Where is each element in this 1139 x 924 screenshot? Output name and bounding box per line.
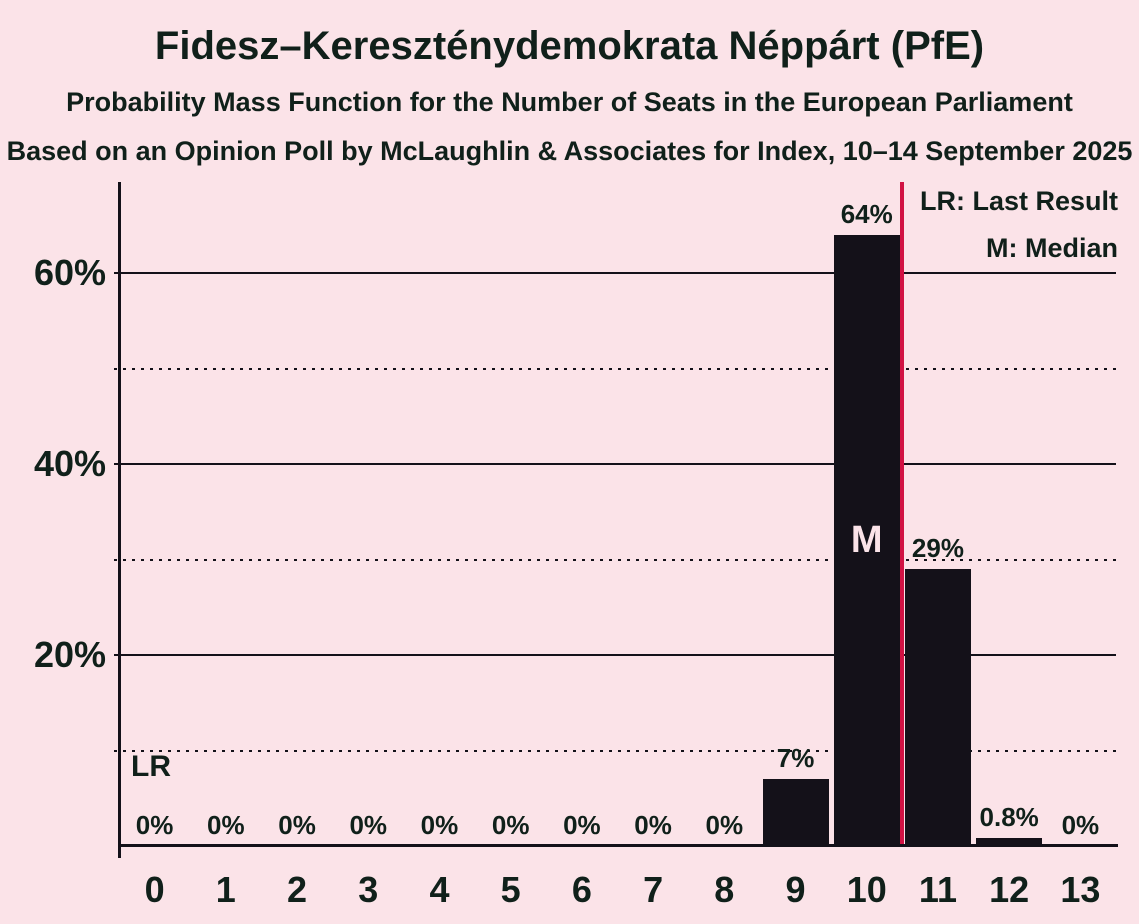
x-tick-label-6: 6 xyxy=(571,869,592,910)
x-tick-label-13: 13 xyxy=(1060,869,1101,910)
bar-value-label-seat-4: 0% xyxy=(420,810,459,840)
bar-value-label-seat-1: 0% xyxy=(207,810,245,840)
bar-value-label-seat-11: 29% xyxy=(911,533,964,564)
bar-value-label-seat-5: 0% xyxy=(491,810,530,840)
last-result-line xyxy=(900,182,905,846)
legend-median: M: Median xyxy=(986,233,1118,263)
x-tick-label-12: 12 xyxy=(989,869,1030,910)
x-tick-label-10: 10 xyxy=(846,869,887,910)
x-axis-line xyxy=(119,844,1118,847)
y-tick-label-60: 60% xyxy=(33,252,106,293)
last-result-annotation: LR xyxy=(131,750,171,783)
x-tick-label-9: 9 xyxy=(785,869,806,910)
y-axis-line xyxy=(118,182,121,858)
bar-seat-9 xyxy=(762,779,829,846)
x-tick-label-1: 1 xyxy=(215,869,236,910)
minor-gridline-50pct xyxy=(114,367,1116,370)
minor-gridline-30pct xyxy=(114,558,1116,561)
bar-value-label-seat-0: 0% xyxy=(135,810,174,840)
gridline-20pct xyxy=(114,654,1116,656)
x-tick-label-2: 2 xyxy=(287,869,308,910)
x-tick-label-8: 8 xyxy=(714,869,735,910)
x-tick-label-3: 3 xyxy=(358,869,379,910)
chart-title: Fidesz–Kereszténydemokrata Néppárt (PfE) xyxy=(154,24,985,68)
bar-value-label-seat-6: 0% xyxy=(563,810,601,840)
minor-gridline-10pct xyxy=(114,749,1116,752)
bar-value-label-seat-10: 64% xyxy=(840,198,893,229)
bar-seat-10 xyxy=(833,234,900,846)
bar-value-label-seat-2: 0% xyxy=(278,810,316,840)
y-tick-label-40: 40% xyxy=(33,443,106,484)
x-tick-label-11: 11 xyxy=(918,869,957,910)
x-tick-label-7: 7 xyxy=(643,869,664,910)
gridline-60pct xyxy=(114,272,1116,274)
bar-seat-12 xyxy=(976,838,1043,846)
bar-seat-11 xyxy=(904,569,971,846)
gridline-40pct xyxy=(114,463,1116,465)
bar-value-label-seat-7: 0% xyxy=(634,810,672,840)
bar-value-label-seat-3: 0% xyxy=(349,810,388,840)
bar-value-label-seat-9: 7% xyxy=(776,743,815,774)
y-tick-label-20: 20% xyxy=(33,634,106,675)
x-tick-label-0: 0 xyxy=(144,869,165,910)
legend-last-result: LR: Last Result xyxy=(919,186,1118,216)
chart-subtitle: Probability Mass Function for the Number… xyxy=(66,87,1073,117)
bar-value-label-seat-8: 0% xyxy=(705,810,744,840)
bar-value-label-seat-12: 0.8% xyxy=(979,802,1039,833)
bar-value-label-seat-13: 0% xyxy=(1061,810,1100,840)
x-tick-label-5: 5 xyxy=(500,869,521,910)
x-tick-label-4: 4 xyxy=(429,869,450,910)
median-annotation: M xyxy=(850,519,883,562)
chart-source-line: Based on an Opinion Poll by McLaughlin &… xyxy=(6,136,1133,166)
